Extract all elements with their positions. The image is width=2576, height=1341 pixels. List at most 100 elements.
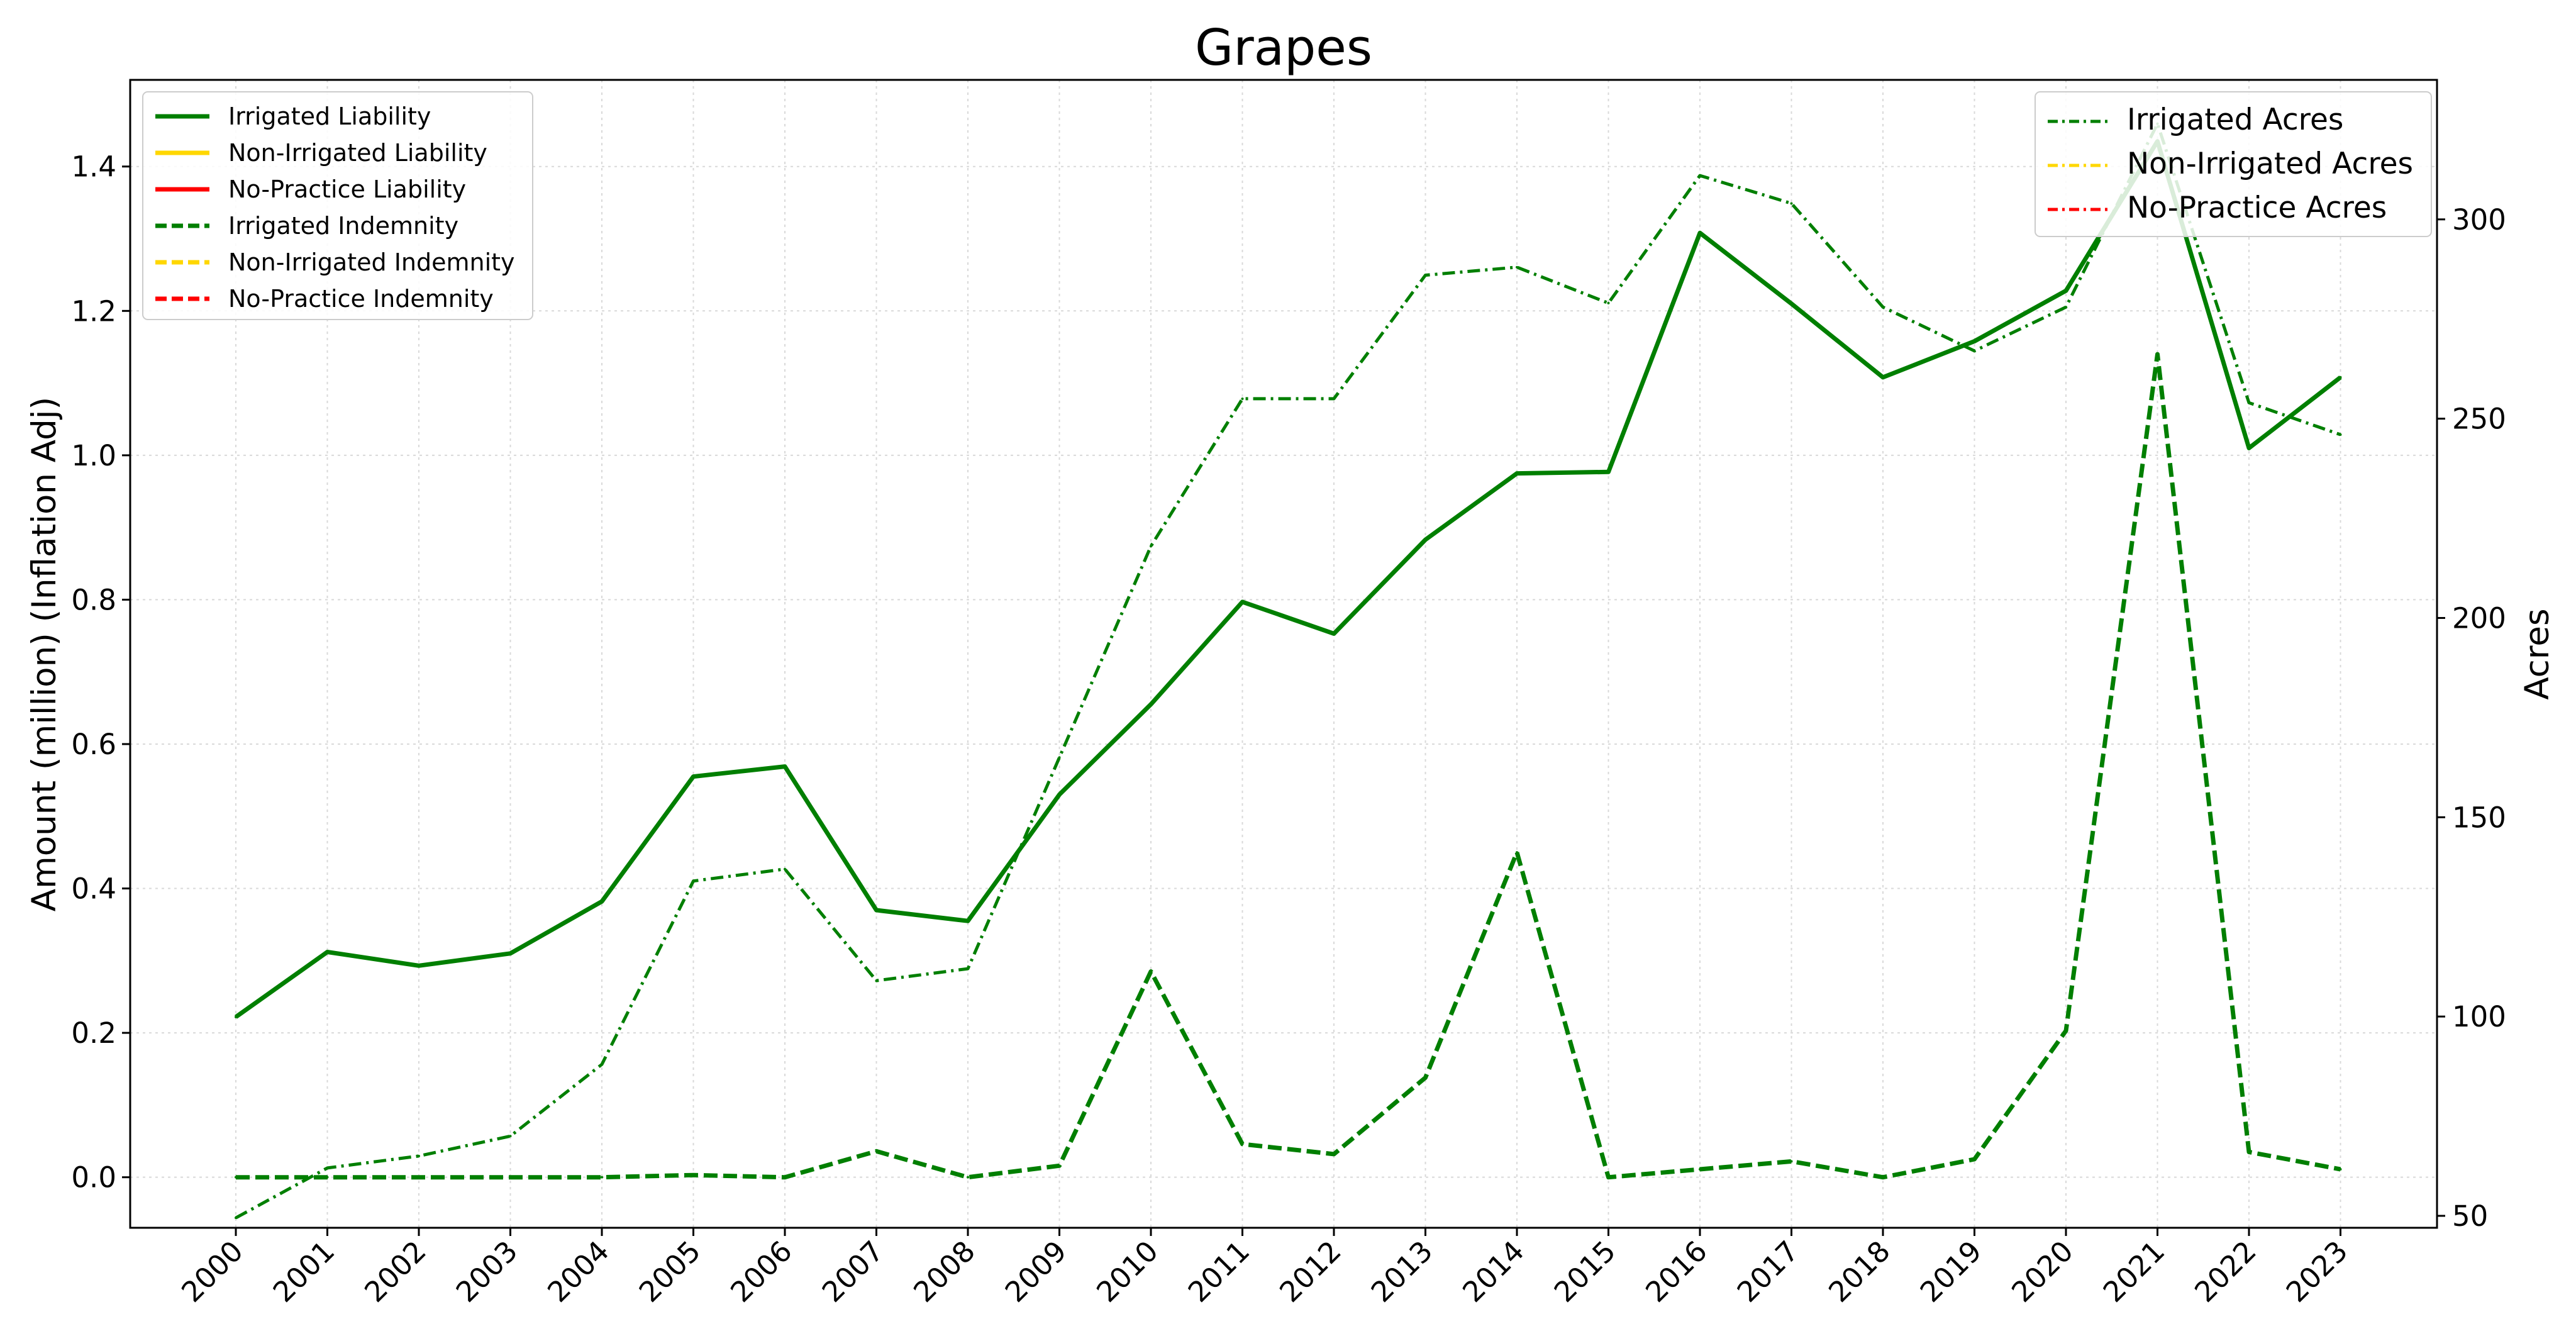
data-point-irrigated-acres <box>1973 349 1976 352</box>
data-point-irrigated-indemnity <box>509 1176 512 1179</box>
data-point-irrigated-liability <box>1699 231 1701 235</box>
y-tick-label: 1.0 <box>71 439 116 472</box>
data-point-irrigated-liability <box>692 775 695 778</box>
data-point-irrigated-indemnity <box>235 1176 237 1179</box>
series-line-irrigated-acres <box>235 122 2341 1220</box>
y-tick-label: 0.0 <box>71 1161 116 1194</box>
data-point-irrigated-indemnity <box>1241 1142 1244 1145</box>
data-point-irrigated-liability <box>1882 376 1884 379</box>
data-point-irrigated-acres <box>235 1216 237 1220</box>
data-point-irrigated-acres <box>1790 202 1793 205</box>
data-point-irrigated-liability <box>1150 703 1152 706</box>
y2-tick-label: 150 <box>2452 801 2506 834</box>
data-point-irrigated-acres <box>1058 756 1061 759</box>
data-point-irrigated-acres <box>1699 174 1701 177</box>
data-point-irrigated-indemnity <box>2339 1168 2342 1171</box>
legend-label: Irrigated Indemnity <box>228 212 458 240</box>
series-line-irrigated-indemnity <box>236 352 2341 1180</box>
data-point-irrigated-acres <box>1516 265 1518 269</box>
y-axis-label: Amount (million) (Inflation Adj) <box>25 397 64 911</box>
data-point-irrigated-indemnity <box>1516 851 1518 854</box>
legend-label: Non-Irrigated Acres <box>2127 147 2413 181</box>
data-point-irrigated-liability <box>235 1015 237 1018</box>
data-point-irrigated-acres <box>601 1063 603 1066</box>
data-point-irrigated-indemnity <box>1882 1176 1884 1179</box>
data-point-irrigated-indemnity <box>1607 1176 1610 1179</box>
legend-box <box>142 91 533 320</box>
data-point-irrigated-acres <box>509 1135 512 1138</box>
data-point-irrigated-acres <box>784 867 786 871</box>
data-point-irrigated-liability <box>601 900 603 903</box>
data-point-irrigated-liability <box>2065 289 2067 292</box>
data-point-irrigated-indemnity <box>1973 1157 1976 1160</box>
data-point-irrigated-liability <box>509 952 512 955</box>
data-point-irrigated-indemnity <box>2156 353 2159 356</box>
chart-title: Grapes <box>1195 19 1372 77</box>
series-line-irrigated-liability <box>234 139 2342 1019</box>
data-point-irrigated-indemnity <box>875 1150 878 1153</box>
legend-label: Non-Irrigated Indemnity <box>228 248 515 276</box>
plot-series <box>234 122 2342 1220</box>
data-point-irrigated-acres <box>418 1154 420 1157</box>
data-point-irrigated-liability <box>784 765 786 768</box>
data-point-irrigated-indemnity <box>967 1176 969 1179</box>
y-tick-label: 0.8 <box>71 583 116 616</box>
data-point-irrigated-indemnity <box>418 1176 420 1179</box>
data-point-irrigated-liability <box>1516 472 1518 475</box>
data-point-irrigated-indemnity <box>2248 1150 2250 1154</box>
data-point-irrigated-acres <box>1424 274 1427 277</box>
data-point-irrigated-indemnity <box>1699 1168 1701 1171</box>
data-point-irrigated-indemnity <box>326 1176 329 1179</box>
y-tick-label: 1.2 <box>71 294 116 328</box>
legend-label: No-Practice Liability <box>228 175 466 203</box>
plot-frame <box>129 79 2438 1229</box>
legend-label: No-Practice Acres <box>2127 191 2387 225</box>
legend-label: Irrigated Acres <box>2127 103 2343 137</box>
data-point-irrigated-acres <box>1150 545 1152 548</box>
data-point-irrigated-liability <box>967 920 969 923</box>
data-point-irrigated-indemnity <box>784 1176 786 1179</box>
data-point-irrigated-liability <box>2339 376 2342 379</box>
y2-tick-label: 100 <box>2452 1000 2506 1033</box>
y-tick-label: 0.6 <box>71 728 116 761</box>
y-tick-label: 1.4 <box>71 150 116 184</box>
data-point-irrigated-acres <box>692 879 695 882</box>
legend-label: No-Practice Indemnity <box>228 285 494 313</box>
y2-axis-label: Acres <box>2518 608 2557 699</box>
data-point-irrigated-liability <box>875 908 878 911</box>
data-point-irrigated-acres <box>2339 433 2342 436</box>
legend-label: Non-Irrigated Liability <box>228 139 487 167</box>
data-point-irrigated-acres <box>1241 397 1244 400</box>
data-point-irrigated-indemnity <box>1058 1164 1061 1167</box>
data-point-irrigated-liability <box>1973 340 1976 343</box>
data-point-irrigated-liability <box>1241 600 1244 603</box>
data-point-irrigated-liability <box>1333 632 1335 635</box>
legend-box <box>2035 91 2432 237</box>
y2-tick-label: 250 <box>2452 403 2506 436</box>
data-point-irrigated-acres <box>1333 397 1335 400</box>
legend-acres: Irrigated Acres Non-Irrigated Acres No-Pra… <box>2035 91 2432 237</box>
data-point-irrigated-acres <box>1607 301 1610 304</box>
legend-label: Irrigated Liability <box>228 103 431 130</box>
data-point-irrigated-acres <box>967 967 969 971</box>
data-point-irrigated-liability <box>1058 793 1061 796</box>
data-point-irrigated-acres <box>875 979 878 982</box>
data-point-irrigated-indemnity <box>1790 1160 1793 1163</box>
data-point-irrigated-liability <box>418 964 420 967</box>
y2-tick-label: 300 <box>2452 203 2506 236</box>
data-point-irrigated-indemnity <box>2065 1029 2067 1032</box>
data-point-irrigated-acres <box>2065 306 2067 309</box>
data-point-irrigated-liability <box>2248 447 2250 450</box>
data-point-irrigated-indemnity <box>1424 1076 1427 1079</box>
y2-tick-label: 50 <box>2452 1199 2488 1233</box>
data-point-irrigated-indemnity <box>1333 1152 1335 1155</box>
data-point-irrigated-indemnity <box>601 1176 603 1179</box>
legend-liability-indemnity: Irrigated Liability Non-Irrigated Liabili… <box>142 91 533 320</box>
data-point-irrigated-liability <box>1607 470 1610 474</box>
data-point-irrigated-indemnity <box>1150 970 1152 973</box>
data-point-irrigated-indemnity <box>692 1174 695 1177</box>
data-point-irrigated-liability <box>326 950 329 954</box>
data-point-irrigated-acres <box>2248 401 2250 404</box>
data-point-irrigated-liability <box>1790 302 1793 305</box>
